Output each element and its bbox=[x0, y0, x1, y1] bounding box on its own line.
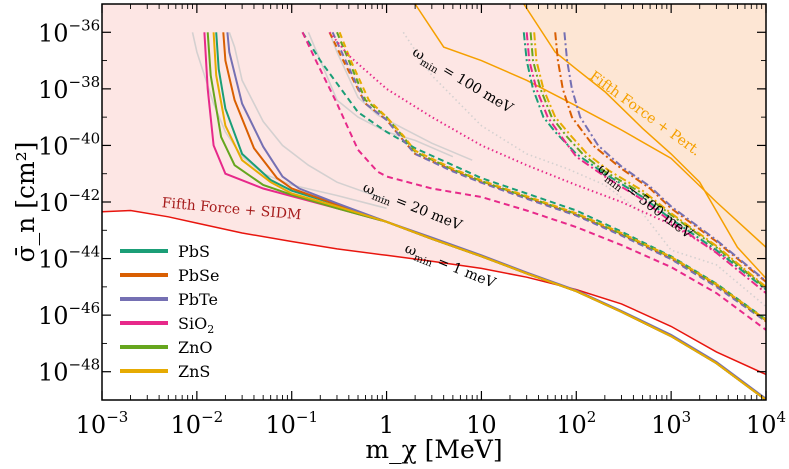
legend-label-pbs: PbS bbox=[178, 242, 210, 261]
x-tick-label: 103 bbox=[651, 408, 691, 439]
region-fifth-force-pert bbox=[102, 4, 766, 279]
series-zns-min-1-mev bbox=[212, 32, 766, 400]
y-tick-label: 10−44 bbox=[38, 243, 100, 274]
x-tick-label: 10 bbox=[466, 411, 497, 439]
line-fifth-force-pert bbox=[523, 4, 766, 279]
series-zns-min-20-mev bbox=[338, 31, 766, 321]
y-tick-label: 10−46 bbox=[38, 299, 100, 330]
curve-gray-2 bbox=[228, 32, 387, 201]
legend-label-pbse: PbSe bbox=[178, 266, 219, 285]
x-tick-label: 10−2 bbox=[171, 408, 224, 439]
x-tick-label: 104 bbox=[746, 408, 786, 439]
x-axis-label: m_χ [MeV] bbox=[365, 435, 502, 464]
line-fifth-force-sidm bbox=[102, 209, 766, 376]
series-zno-min-500-mev bbox=[529, 32, 766, 289]
legend-label-zns: ZnS bbox=[178, 362, 210, 381]
y-tick-label: 10−36 bbox=[38, 16, 100, 47]
curve-gray-1 bbox=[191, 32, 387, 210]
y-tick-label: 10−42 bbox=[38, 186, 100, 217]
curve-gray-dotted bbox=[402, 31, 766, 308]
x-tick-label: 102 bbox=[556, 408, 596, 439]
legend: PbS PbSe PbTe SiO2 ZnO ZnS bbox=[120, 242, 219, 381]
series-pbse-min-500-mev bbox=[554, 32, 766, 283]
line-fifth-force-pert-lower bbox=[414, 4, 766, 248]
series-zns-min-500-mev bbox=[533, 32, 766, 288]
legend-label-sio2: SiO2 bbox=[178, 314, 214, 336]
series-sio2-min-20-mev bbox=[301, 31, 766, 331]
y-tick-label: 10−38 bbox=[38, 73, 100, 104]
x-tick-label: 10−1 bbox=[265, 408, 318, 439]
curve-gray-4 bbox=[328, 32, 473, 161]
x-tick-label: 10−3 bbox=[76, 408, 129, 439]
series-sio2-min-100-mev bbox=[328, 31, 766, 288]
legend-label-zno: ZnO bbox=[178, 338, 213, 357]
x-tick-label: 1 bbox=[379, 411, 394, 439]
y-axis-label: σ̄_n [cm²] bbox=[11, 142, 40, 263]
region-fifth-force-sidm bbox=[102, 4, 766, 375]
y-tick-label: 10−40 bbox=[38, 129, 100, 160]
legend-label-pbte: PbTe bbox=[178, 290, 218, 309]
series-pbte-min-20-mev bbox=[331, 31, 766, 323]
y-tick-label: 10−48 bbox=[38, 356, 100, 387]
series-pbte-min-500-mev bbox=[563, 32, 766, 282]
